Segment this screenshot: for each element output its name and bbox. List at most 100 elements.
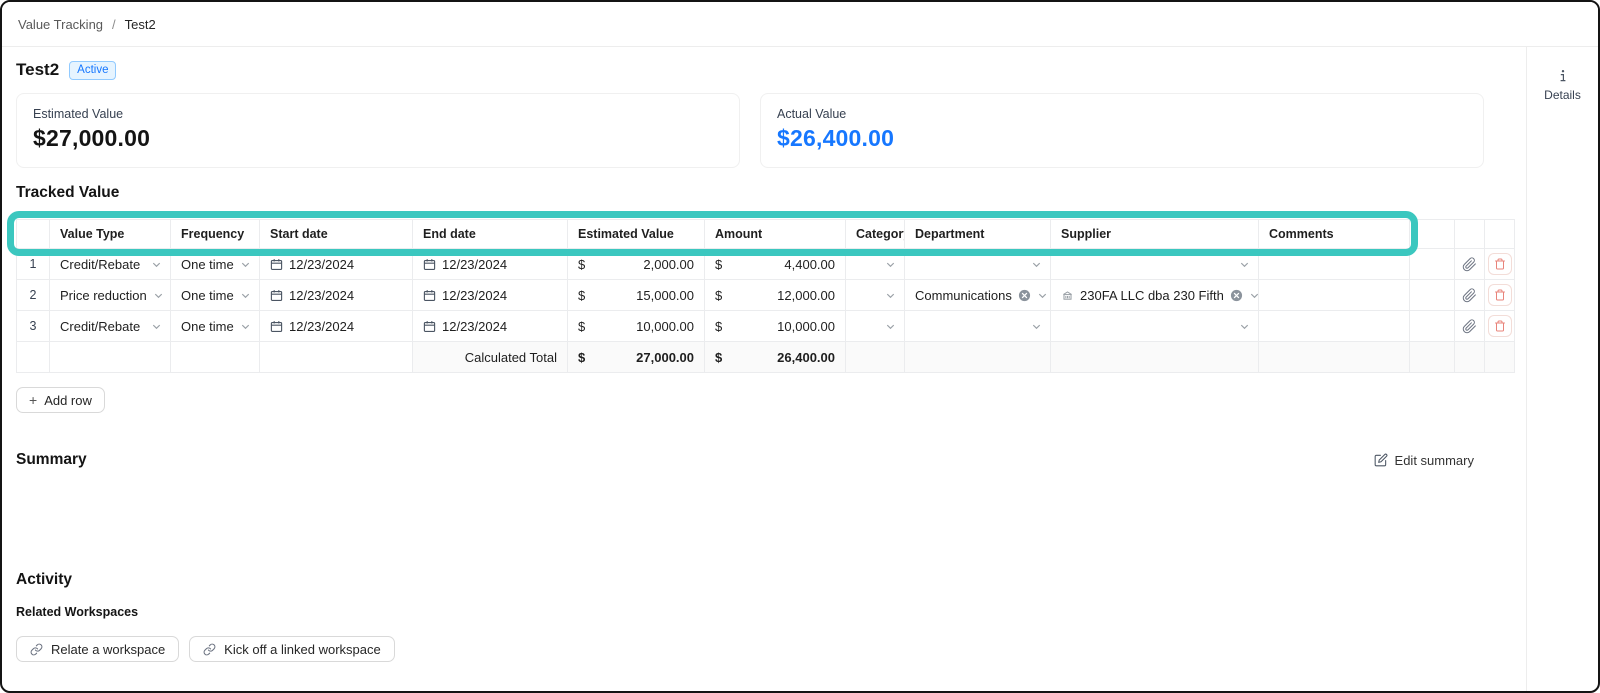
col-attachment (1454, 219, 1485, 249)
col-frequency: Frequency (170, 219, 260, 249)
attach-button[interactable] (1456, 250, 1484, 279)
end-date-value: 12/23/2024 (442, 256, 508, 272)
start-date-field[interactable]: 12/23/2024 (261, 250, 412, 279)
estimated-value-field[interactable]: $15,000.00 (569, 281, 704, 310)
relate-workspace-button[interactable]: Relate a workspace (16, 636, 180, 662)
category-select[interactable] (847, 281, 904, 310)
details-label[interactable]: Details (1544, 88, 1581, 102)
end-date-value: 12/23/2024 (442, 318, 508, 334)
tracked-value-table: Value Type Frequency Start date End date… (7, 211, 1515, 373)
attach-button[interactable] (1456, 281, 1484, 310)
frequency-select[interactable]: One time (172, 250, 259, 279)
chevron-down-icon (151, 321, 162, 332)
delete-row-button[interactable] (1487, 315, 1512, 337)
col-department: Department (904, 219, 1051, 249)
estimated-value-cell: 2,000.00 (643, 256, 694, 272)
plus-icon: + (29, 392, 38, 408)
actual-value-amount: $26,400.00 (777, 125, 895, 151)
main-content: Test2 Active Estimated Value $27,000.00 … (2, 47, 1526, 691)
supplier-select[interactable] (1052, 250, 1258, 279)
col-start-date: Start date (259, 219, 413, 249)
breadcrumb-test2: Test2 (124, 16, 156, 32)
end-date-field[interactable]: 12/23/2024 (414, 250, 567, 279)
edit-summary-label: Edit summary (1394, 452, 1474, 468)
comments-field[interactable] (1260, 281, 1409, 310)
department-select[interactable]: Communications (906, 281, 1050, 310)
calendar-icon (270, 320, 283, 333)
comments-field[interactable] (1260, 250, 1409, 279)
details-sidebar: Details (1526, 47, 1598, 691)
calculated-total-row: Calculated Total $27,000.00 $26,400.00 (16, 341, 1515, 373)
frequency-value: One time (181, 318, 234, 334)
estimated-value-field[interactable]: $10,000.00 (569, 312, 704, 341)
delete-row-button[interactable] (1487, 284, 1512, 306)
kickoff-linked-workspace-button[interactable]: Kick off a linked workspace (189, 636, 395, 662)
amount-field[interactable]: $4,400.00 (706, 250, 845, 279)
link-icon (30, 643, 43, 656)
col-spacer (1409, 219, 1455, 249)
trash-icon (1494, 320, 1506, 332)
estimated-value-cell: 10,000.00 (636, 318, 694, 334)
total-amount: $26,400.00 (706, 343, 845, 372)
end-date-field[interactable]: 12/23/2024 (414, 312, 567, 341)
chevron-down-icon (240, 259, 251, 270)
delete-row-button[interactable] (1487, 253, 1512, 275)
summary-title: Summary (16, 451, 87, 468)
table-row: 3 Credit/Rebate One time 12/23/2024 12/2… (16, 310, 1515, 342)
frequency-select[interactable]: One time (172, 281, 259, 310)
table-row: 1 Credit/Rebate One time 12/23/2024 12/2… (16, 248, 1515, 280)
chevron-down-icon (885, 259, 896, 270)
value-type-value: Credit/Rebate (60, 256, 141, 272)
supplier-select[interactable] (1052, 312, 1258, 341)
info-icon[interactable] (1556, 69, 1570, 83)
chevron-down-icon (1037, 290, 1048, 301)
supplier-select[interactable]: 230FA LLC dba 230 Fifth (1052, 281, 1258, 310)
chevron-down-icon (1031, 321, 1042, 332)
trash-icon (1494, 289, 1506, 301)
breadcrumb: Value Tracking / Test2 (2, 2, 1598, 47)
value-type-select[interactable]: Credit/Rebate (51, 250, 170, 279)
status-badge: Active (69, 60, 117, 80)
currency-symbol: $ (578, 318, 586, 334)
chevron-down-icon (1239, 259, 1250, 270)
value-type-select[interactable]: Credit/Rebate (51, 312, 170, 341)
end-date-field[interactable]: 12/23/2024 (414, 281, 567, 310)
estimated-value-field[interactable]: $2,000.00 (569, 250, 704, 279)
amount-field[interactable]: $12,000.00 (706, 281, 845, 310)
clear-circle-icon[interactable] (1018, 289, 1031, 302)
category-select[interactable] (847, 312, 904, 341)
department-select[interactable] (906, 250, 1050, 279)
attach-button[interactable] (1456, 312, 1484, 341)
total-amount-value: 26,400.00 (777, 349, 835, 365)
start-date-field[interactable]: 12/23/2024 (261, 281, 412, 310)
page-title: Test2 (16, 60, 60, 79)
add-row-button[interactable]: + Add row (16, 387, 105, 413)
frequency-value: One time (181, 287, 234, 303)
relate-workspace-label: Relate a workspace (51, 641, 166, 657)
calendar-icon (270, 258, 283, 271)
frequency-select[interactable]: One time (172, 312, 259, 341)
category-select[interactable] (847, 250, 904, 279)
frequency-value: One time (181, 256, 234, 272)
currency-symbol: $ (578, 256, 586, 272)
chevron-down-icon (153, 290, 164, 301)
calendar-icon (270, 289, 283, 302)
currency-symbol: $ (715, 256, 723, 272)
breadcrumb-value-tracking[interactable]: Value Tracking (18, 16, 104, 32)
value-type-select[interactable]: Price reduction (51, 281, 170, 310)
start-date-field[interactable]: 12/23/2024 (261, 312, 412, 341)
clear-circle-icon[interactable] (1230, 289, 1243, 302)
comments-field[interactable] (1260, 312, 1409, 341)
currency-symbol: $ (715, 349, 723, 365)
currency-symbol: $ (715, 318, 723, 334)
paperclip-icon (1462, 287, 1477, 303)
edit-summary-button[interactable]: Edit summary (1374, 453, 1474, 468)
amount-field[interactable]: $10,000.00 (706, 312, 845, 341)
table-header-row: Value Type Frequency Start date End date… (16, 219, 1515, 249)
actual-value-label: Actual Value (777, 107, 847, 121)
department-select[interactable] (906, 312, 1050, 341)
table-row: 2 Price reduction One time 12/23/2024 12… (16, 279, 1515, 311)
row-number: 2 (16, 279, 50, 311)
amount-cell: 4,400.00 (784, 256, 835, 272)
end-date-value: 12/23/2024 (442, 287, 508, 303)
